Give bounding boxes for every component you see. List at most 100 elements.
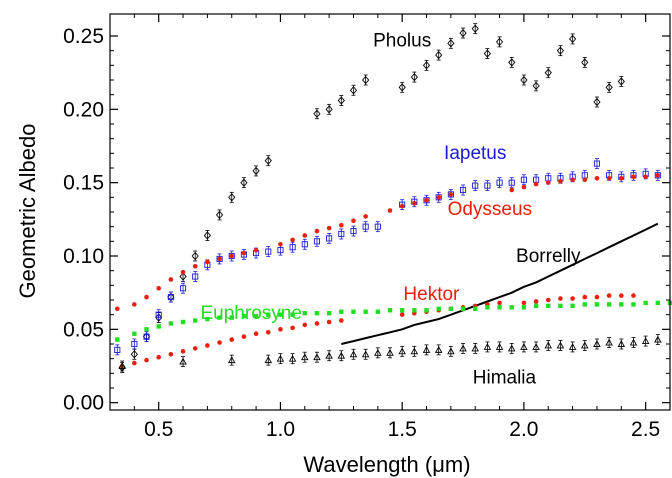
data-point (338, 230, 345, 238)
data-point (349, 86, 358, 95)
data-point (278, 241, 283, 247)
data-point (144, 294, 149, 300)
series-hektor (119, 293, 636, 369)
data-point (558, 303, 563, 309)
data-point (459, 186, 467, 194)
data-point (544, 341, 553, 349)
data-point (205, 316, 210, 322)
data-point (556, 341, 565, 349)
data-point (229, 315, 234, 320)
data-point (399, 203, 405, 209)
data-point (654, 172, 661, 179)
data-point (302, 233, 308, 238)
y-axis-title: Geometric Albedo (15, 124, 40, 299)
data-point (568, 342, 577, 350)
data-point (422, 345, 431, 353)
data-point (326, 319, 332, 325)
data-point (617, 77, 625, 86)
data-point (471, 344, 479, 352)
data-point (495, 37, 504, 47)
data-point (582, 302, 587, 307)
data-point (115, 337, 120, 342)
data-point (436, 195, 441, 200)
y-tick-label: 0.25 (63, 25, 104, 48)
x-tick-label: 2.0 (509, 418, 538, 441)
data-point (253, 331, 259, 337)
data-point (569, 34, 577, 44)
label-borrelly: Borrelly (516, 246, 581, 267)
data-point (301, 241, 308, 248)
data-point (399, 308, 405, 313)
data-point (570, 177, 575, 183)
data-point (473, 306, 478, 311)
data-point (277, 247, 284, 254)
data-point (581, 58, 589, 67)
data-point (472, 182, 479, 189)
data-point (447, 39, 455, 48)
data-point (410, 347, 419, 355)
data-point (363, 309, 368, 314)
data-point (179, 285, 187, 292)
data-point (326, 235, 333, 242)
series-iapetus (114, 158, 661, 356)
data-point (605, 83, 613, 92)
data-point (156, 285, 161, 291)
data-point (654, 335, 662, 343)
label-odysseus: Odysseus (448, 199, 532, 220)
data-point (264, 156, 272, 165)
data-point (155, 311, 162, 318)
data-point (362, 223, 369, 230)
data-point (203, 231, 211, 240)
data-point (180, 269, 186, 275)
data-point (313, 238, 321, 245)
data-point (593, 340, 601, 347)
data-point (337, 96, 345, 105)
label-pholus: Pholus (373, 30, 431, 51)
data-point (156, 324, 161, 329)
data-point (361, 350, 370, 358)
label-himalia: Himalia (473, 368, 537, 389)
data-point (593, 97, 601, 107)
data-point (606, 293, 612, 298)
data-point (314, 228, 320, 234)
data-point (168, 351, 174, 357)
x-tick-label: 2.5 (631, 418, 660, 441)
data-point (339, 222, 344, 228)
data-point (533, 181, 539, 187)
data-point (227, 356, 236, 364)
data-point (132, 360, 137, 366)
data-point (339, 318, 344, 323)
data-point (594, 175, 600, 181)
data-point (228, 252, 235, 260)
data-point (325, 105, 333, 114)
data-point (496, 179, 503, 186)
data-point (422, 61, 431, 70)
data-point (349, 350, 358, 358)
data-point (265, 248, 272, 255)
data-point (217, 256, 222, 262)
data-point (545, 297, 551, 303)
data-point (546, 303, 551, 309)
data-point (605, 338, 613, 346)
data-point (558, 178, 563, 184)
data-point (556, 46, 565, 55)
data-point (168, 277, 174, 282)
data-point (217, 315, 222, 320)
data-point (434, 345, 443, 353)
label-hektor: Hektor (403, 284, 460, 305)
data-point (447, 347, 455, 355)
data-point (593, 160, 601, 167)
data-point (314, 321, 320, 326)
data-point (448, 192, 454, 197)
data-point (192, 273, 199, 280)
data-point (533, 299, 539, 304)
data-point (326, 311, 332, 316)
data-point (229, 253, 235, 259)
data-point (241, 334, 247, 339)
data-point (229, 337, 235, 342)
y-tick-label: 0.10 (63, 245, 104, 268)
data-point (606, 175, 612, 181)
data-point (508, 58, 516, 67)
y-tick-label: 0.20 (63, 98, 104, 121)
